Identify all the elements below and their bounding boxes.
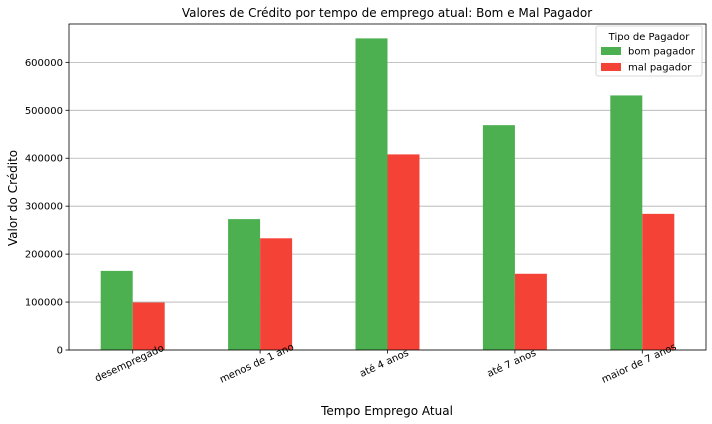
bars bbox=[100, 38, 675, 351]
bar-mal-pagador bbox=[132, 302, 165, 350]
bar-bom-pagador bbox=[100, 270, 133, 350]
y-tick-label: 200000 bbox=[25, 250, 63, 261]
x-axis-label: Tempo Emprego Atual bbox=[320, 404, 453, 418]
y-tick-label: 300000 bbox=[25, 202, 63, 213]
legend-entry: mal pagador bbox=[628, 63, 692, 74]
x-tick-label: até 7 anos bbox=[485, 347, 538, 380]
bar-bom-pagador bbox=[355, 38, 388, 350]
legend-swatch bbox=[601, 63, 621, 71]
chart-title: Valores de Crédito por tempo de emprego … bbox=[182, 6, 592, 20]
y-tick-label: 100000 bbox=[25, 298, 63, 309]
legend-items: bom pagador mal pagador bbox=[601, 47, 696, 74]
bar-bom-pagador bbox=[610, 95, 643, 351]
legend-swatch bbox=[601, 47, 621, 55]
y-axis-label: Valor do Crédito bbox=[6, 150, 20, 246]
bar-mal-pagador bbox=[260, 238, 293, 350]
legend-box bbox=[595, 25, 703, 77]
legend-entry: bom pagador bbox=[628, 47, 696, 58]
legend: Tipo de Pagador bom pagador mal pagador bbox=[595, 25, 703, 77]
bar-mal-pagador bbox=[642, 213, 675, 350]
y-tick-label: 400000 bbox=[25, 154, 63, 165]
bar-mal-pagador bbox=[387, 154, 420, 350]
bar-bom-pagador bbox=[228, 219, 261, 350]
y-axis-ticks: 0 100000 200000 300000 400000 500000 600000 bbox=[25, 58, 69, 357]
x-tick-label: até 4 anos bbox=[358, 347, 411, 380]
y-tick-label: 500000 bbox=[25, 106, 63, 117]
y-tick-label: 600000 bbox=[25, 58, 63, 69]
y-tick-label: 0 bbox=[57, 346, 63, 357]
bar-bom-pagador bbox=[482, 125, 515, 350]
bar-mal-pagador bbox=[514, 273, 547, 350]
legend-title: Tipo de Pagador bbox=[608, 32, 691, 43]
